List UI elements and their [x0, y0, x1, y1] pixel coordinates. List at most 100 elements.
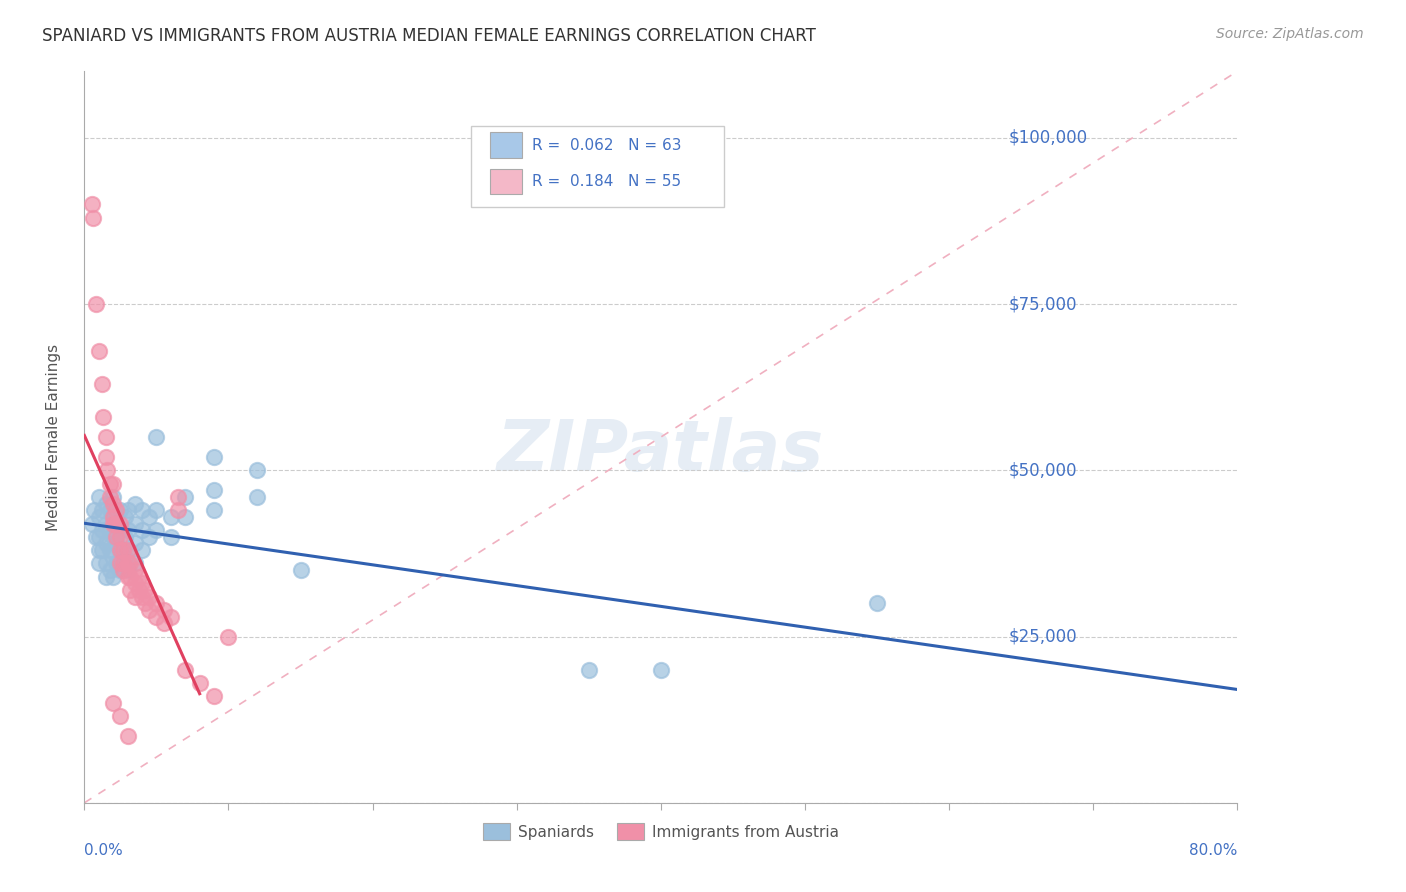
- Text: $75,000: $75,000: [1010, 295, 1077, 313]
- Point: [110, 503, 132, 517]
- Point: [114, 530, 136, 544]
- Point: [120, 557, 142, 571]
- Point: [105, 516, 128, 531]
- Point: [87, 490, 110, 504]
- Point: [124, 557, 146, 571]
- Point: [120, 570, 142, 584]
- Point: [124, 563, 146, 577]
- Point: [202, 483, 225, 498]
- Point: [167, 490, 190, 504]
- Point: [94, 430, 117, 444]
- Point: [83, 503, 105, 517]
- Point: [112, 543, 135, 558]
- Point: [80, 197, 103, 211]
- Point: [84, 297, 107, 311]
- Point: [87, 530, 110, 544]
- Point: [124, 497, 146, 511]
- Point: [110, 709, 132, 723]
- Text: SPANIARD VS IMMIGRANTS FROM AUSTRIA MEDIAN FEMALE EARNINGS CORRELATION CHART: SPANIARD VS IMMIGRANTS FROM AUSTRIA MEDI…: [42, 27, 815, 45]
- Point: [124, 516, 146, 531]
- Point: [174, 509, 197, 524]
- Point: [110, 523, 132, 537]
- Point: [98, 523, 121, 537]
- Point: [117, 523, 139, 537]
- Text: R =  0.184   N = 55: R = 0.184 N = 55: [531, 174, 681, 189]
- Point: [90, 503, 112, 517]
- Point: [131, 576, 153, 591]
- Point: [112, 563, 135, 577]
- Text: $100,000: $100,000: [1010, 128, 1088, 147]
- Point: [152, 603, 174, 617]
- Point: [98, 543, 121, 558]
- Point: [202, 503, 225, 517]
- Point: [105, 530, 128, 544]
- Point: [105, 536, 128, 550]
- Point: [103, 549, 124, 564]
- Point: [103, 476, 124, 491]
- Point: [82, 211, 104, 225]
- Point: [87, 343, 110, 358]
- Point: [174, 663, 197, 677]
- Point: [160, 509, 183, 524]
- Point: [117, 563, 139, 577]
- Point: [124, 590, 146, 604]
- Point: [80, 516, 103, 531]
- Point: [188, 676, 211, 690]
- Point: [650, 663, 672, 677]
- Point: [103, 530, 124, 544]
- Point: [128, 570, 150, 584]
- Bar: [491, 132, 523, 158]
- Point: [138, 530, 160, 544]
- Point: [105, 557, 128, 571]
- Point: [124, 536, 146, 550]
- Point: [94, 536, 117, 550]
- Point: [87, 509, 110, 524]
- Text: ZIPatlas: ZIPatlas: [498, 417, 824, 486]
- Point: [98, 490, 121, 504]
- Point: [103, 509, 124, 524]
- Point: [160, 530, 183, 544]
- Point: [145, 609, 167, 624]
- Point: [103, 570, 124, 584]
- Point: [866, 596, 889, 610]
- Point: [152, 616, 174, 631]
- Text: 0.0%: 0.0%: [84, 843, 124, 858]
- Point: [84, 530, 107, 544]
- Point: [110, 543, 132, 558]
- Point: [131, 523, 153, 537]
- Point: [145, 523, 167, 537]
- FancyBboxPatch shape: [471, 127, 724, 207]
- Y-axis label: Median Female Earnings: Median Female Earnings: [46, 343, 60, 531]
- Point: [103, 509, 124, 524]
- Point: [110, 530, 132, 544]
- Point: [131, 503, 153, 517]
- Point: [138, 509, 160, 524]
- Text: R =  0.062   N = 63: R = 0.062 N = 63: [531, 137, 681, 153]
- Point: [96, 463, 118, 477]
- Point: [124, 576, 146, 591]
- Point: [110, 516, 132, 531]
- Point: [98, 476, 121, 491]
- Point: [90, 376, 112, 391]
- Point: [117, 503, 139, 517]
- Point: [94, 516, 117, 531]
- Text: $25,000: $25,000: [1010, 628, 1077, 646]
- Point: [120, 582, 142, 597]
- Point: [103, 696, 124, 710]
- Point: [117, 543, 139, 558]
- Point: [90, 523, 112, 537]
- Point: [98, 563, 121, 577]
- Point: [128, 582, 150, 597]
- Point: [91, 410, 114, 425]
- Text: Source: ZipAtlas.com: Source: ZipAtlas.com: [1216, 27, 1364, 41]
- Point: [114, 549, 136, 564]
- Point: [98, 503, 121, 517]
- Point: [90, 543, 112, 558]
- Point: [94, 570, 117, 584]
- Point: [160, 609, 183, 624]
- Point: [105, 503, 128, 517]
- Point: [112, 557, 135, 571]
- Point: [103, 497, 124, 511]
- Point: [145, 596, 167, 610]
- Point: [290, 563, 312, 577]
